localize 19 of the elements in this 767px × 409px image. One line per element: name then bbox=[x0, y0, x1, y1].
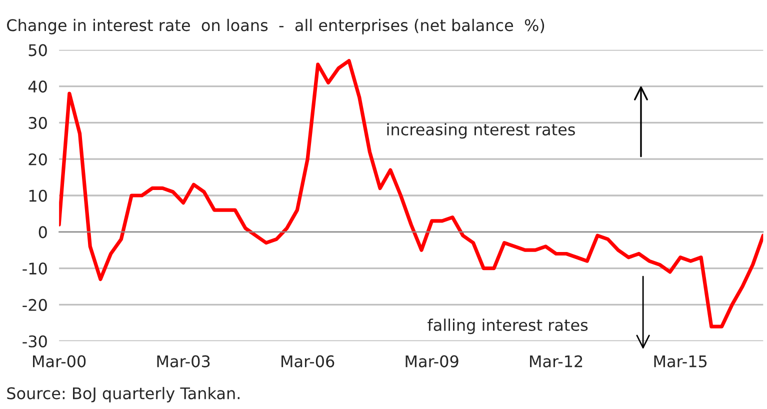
y-tick-label: 30 bbox=[28, 116, 47, 129]
y-tick-label: 40 bbox=[28, 80, 47, 93]
chart-title: Change in interest rate on loans - all enterprises (net balance %) bbox=[7, 18, 544, 34]
y-tick-label: 20 bbox=[28, 153, 47, 166]
y-tick-label: 50 bbox=[28, 44, 47, 56]
y-tick-label: -10 bbox=[22, 262, 47, 275]
x-tick-label: Mar-00 bbox=[33, 355, 86, 368]
annotation: falling interest rates bbox=[428, 318, 588, 334]
y-tick-label: -20 bbox=[22, 298, 47, 311]
y-tick-label: -30 bbox=[22, 335, 47, 348]
x-tick-label: Mar-12 bbox=[530, 355, 582, 368]
y-tick-label: 10 bbox=[29, 190, 47, 202]
source-note: Source: BoJ quarterly Tankan. bbox=[7, 386, 240, 402]
y-tick-label: 0 bbox=[38, 226, 47, 238]
x-tick-label: Mar-09 bbox=[406, 355, 458, 368]
x-tick-label: Mar-03 bbox=[157, 355, 210, 368]
x-tick-label: Mar-15 bbox=[654, 355, 707, 368]
x-tick-label: Mar-06 bbox=[282, 355, 334, 368]
annotation: increasing nterest rates bbox=[387, 123, 575, 139]
